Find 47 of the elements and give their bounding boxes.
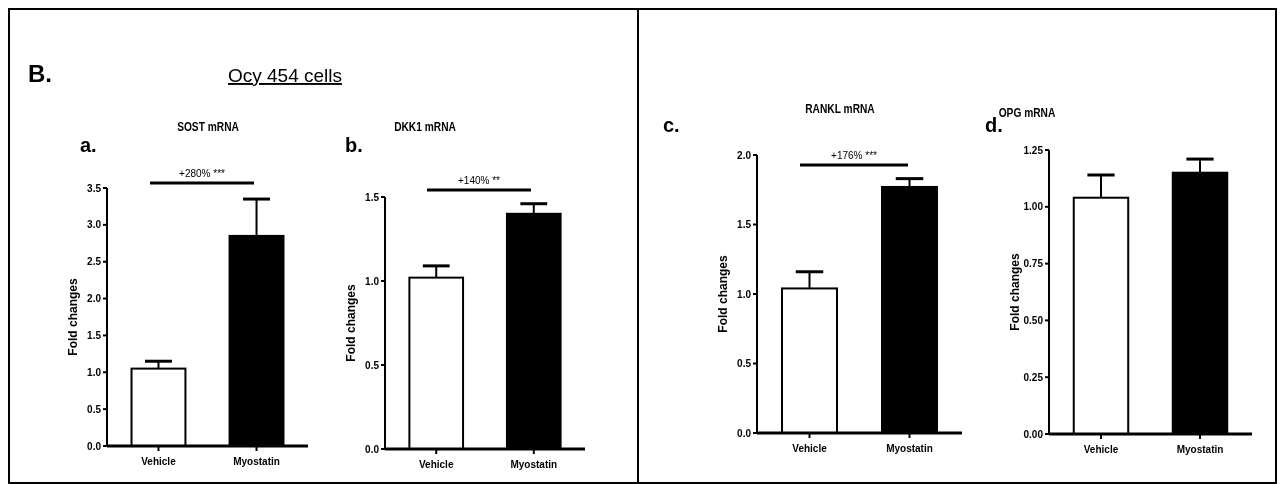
y-tick-label: 0.75 xyxy=(1023,258,1044,270)
y-tick-label: 0.50 xyxy=(1023,314,1044,326)
text: b. xyxy=(345,134,363,156)
x-tick-label: Vehicle xyxy=(1083,444,1119,455)
x-tick-label: Myostatin xyxy=(510,459,558,470)
y-tick-label: 1.5 xyxy=(737,219,752,230)
y-tick-label: 3.5 xyxy=(87,182,102,194)
y-axis-title: Fold changes xyxy=(66,278,80,356)
x-tick-label: Vehicle xyxy=(792,443,828,454)
y-tick-label: 0.00 xyxy=(1023,428,1044,440)
y-tick-label: 1.25 xyxy=(1023,144,1044,156)
y-tick-label: 2.0 xyxy=(737,149,752,161)
x-tick-label: Vehicle xyxy=(418,459,454,470)
y-axis-title: Fold changes xyxy=(716,255,730,333)
y-tick-label: 2.5 xyxy=(87,256,102,268)
text: c. xyxy=(663,114,680,136)
y-tick-label: 1.0 xyxy=(87,366,102,378)
y-tick-label: 1.0 xyxy=(737,288,752,300)
y-tick-label: 1.00 xyxy=(1023,201,1044,213)
y-tick-label: 1.0 xyxy=(365,275,380,287)
y-tick-label: 0.25 xyxy=(1023,371,1044,383)
y-tick-label: 0.5 xyxy=(365,359,380,371)
y-tick-label: 3.0 xyxy=(87,219,102,231)
chart-title: RANKL mRNA xyxy=(805,102,875,116)
chart-title: OPG mRNA xyxy=(998,106,1056,120)
y-tick-label: 2.0 xyxy=(87,293,102,305)
x-tick-label: Myostatin xyxy=(886,443,933,454)
y-tick-label: 0.0 xyxy=(365,443,380,455)
x-tick-label: Myostatin xyxy=(1176,444,1224,455)
chart-title: SOST mRNA xyxy=(177,120,239,134)
text: +280% *** xyxy=(179,168,226,179)
y-tick-label: 0.5 xyxy=(87,403,102,415)
x-tick-label: Vehicle xyxy=(141,456,177,467)
y-axis-title: Fold changes xyxy=(1008,253,1022,331)
annotation: +176% *** xyxy=(831,150,878,161)
y-tick-label: 0.0 xyxy=(87,440,102,452)
text: a. xyxy=(80,134,97,156)
chart-title: DKK1 mRNA xyxy=(394,120,456,134)
x-tick-label: Myostatin xyxy=(233,456,280,467)
y-axis-title: Fold changes xyxy=(344,284,358,362)
text: +140% ** xyxy=(458,175,501,186)
y-tick-label: 0.0 xyxy=(737,427,752,439)
text: B. xyxy=(28,60,52,87)
y-tick-label: 0.5 xyxy=(737,358,752,369)
text: Ocy 454 cells xyxy=(227,65,343,86)
y-tick-label: 1.5 xyxy=(87,329,102,341)
y-tick-label: 1.5 xyxy=(365,191,380,203)
